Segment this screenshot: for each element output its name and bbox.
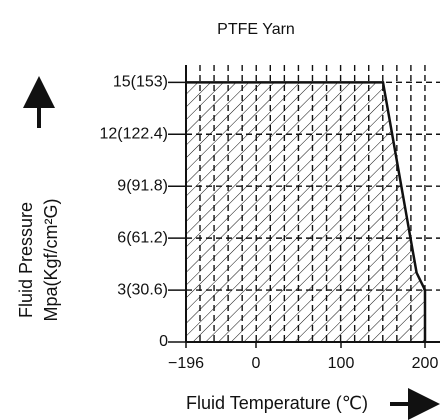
y-tick-label: 3(30.6) bbox=[117, 281, 168, 298]
x-tick-label: −196 bbox=[168, 355, 204, 372]
y-tick-label: 12(122.4) bbox=[100, 125, 169, 142]
y-tick-label: 15(153) bbox=[113, 74, 168, 91]
area bbox=[186, 82, 425, 342]
x-tick-label: 100 bbox=[328, 355, 355, 372]
y-tick-label: 6(61.2) bbox=[117, 229, 168, 246]
x-tick-label: 200 bbox=[412, 355, 439, 372]
y-axis-label: Fluid Pressure bbox=[16, 202, 36, 318]
x-tick-label: 0 bbox=[252, 355, 261, 372]
chart-title: PTFE Yarn bbox=[217, 21, 295, 38]
y-tick-label: 0 bbox=[159, 333, 168, 350]
y-axis-label: Mpa(Kgf/cm²G) bbox=[41, 198, 61, 321]
y-tick-label: 9(91.8) bbox=[117, 177, 168, 194]
x-axis-label: Fluid Temperature (℃) bbox=[186, 393, 368, 413]
